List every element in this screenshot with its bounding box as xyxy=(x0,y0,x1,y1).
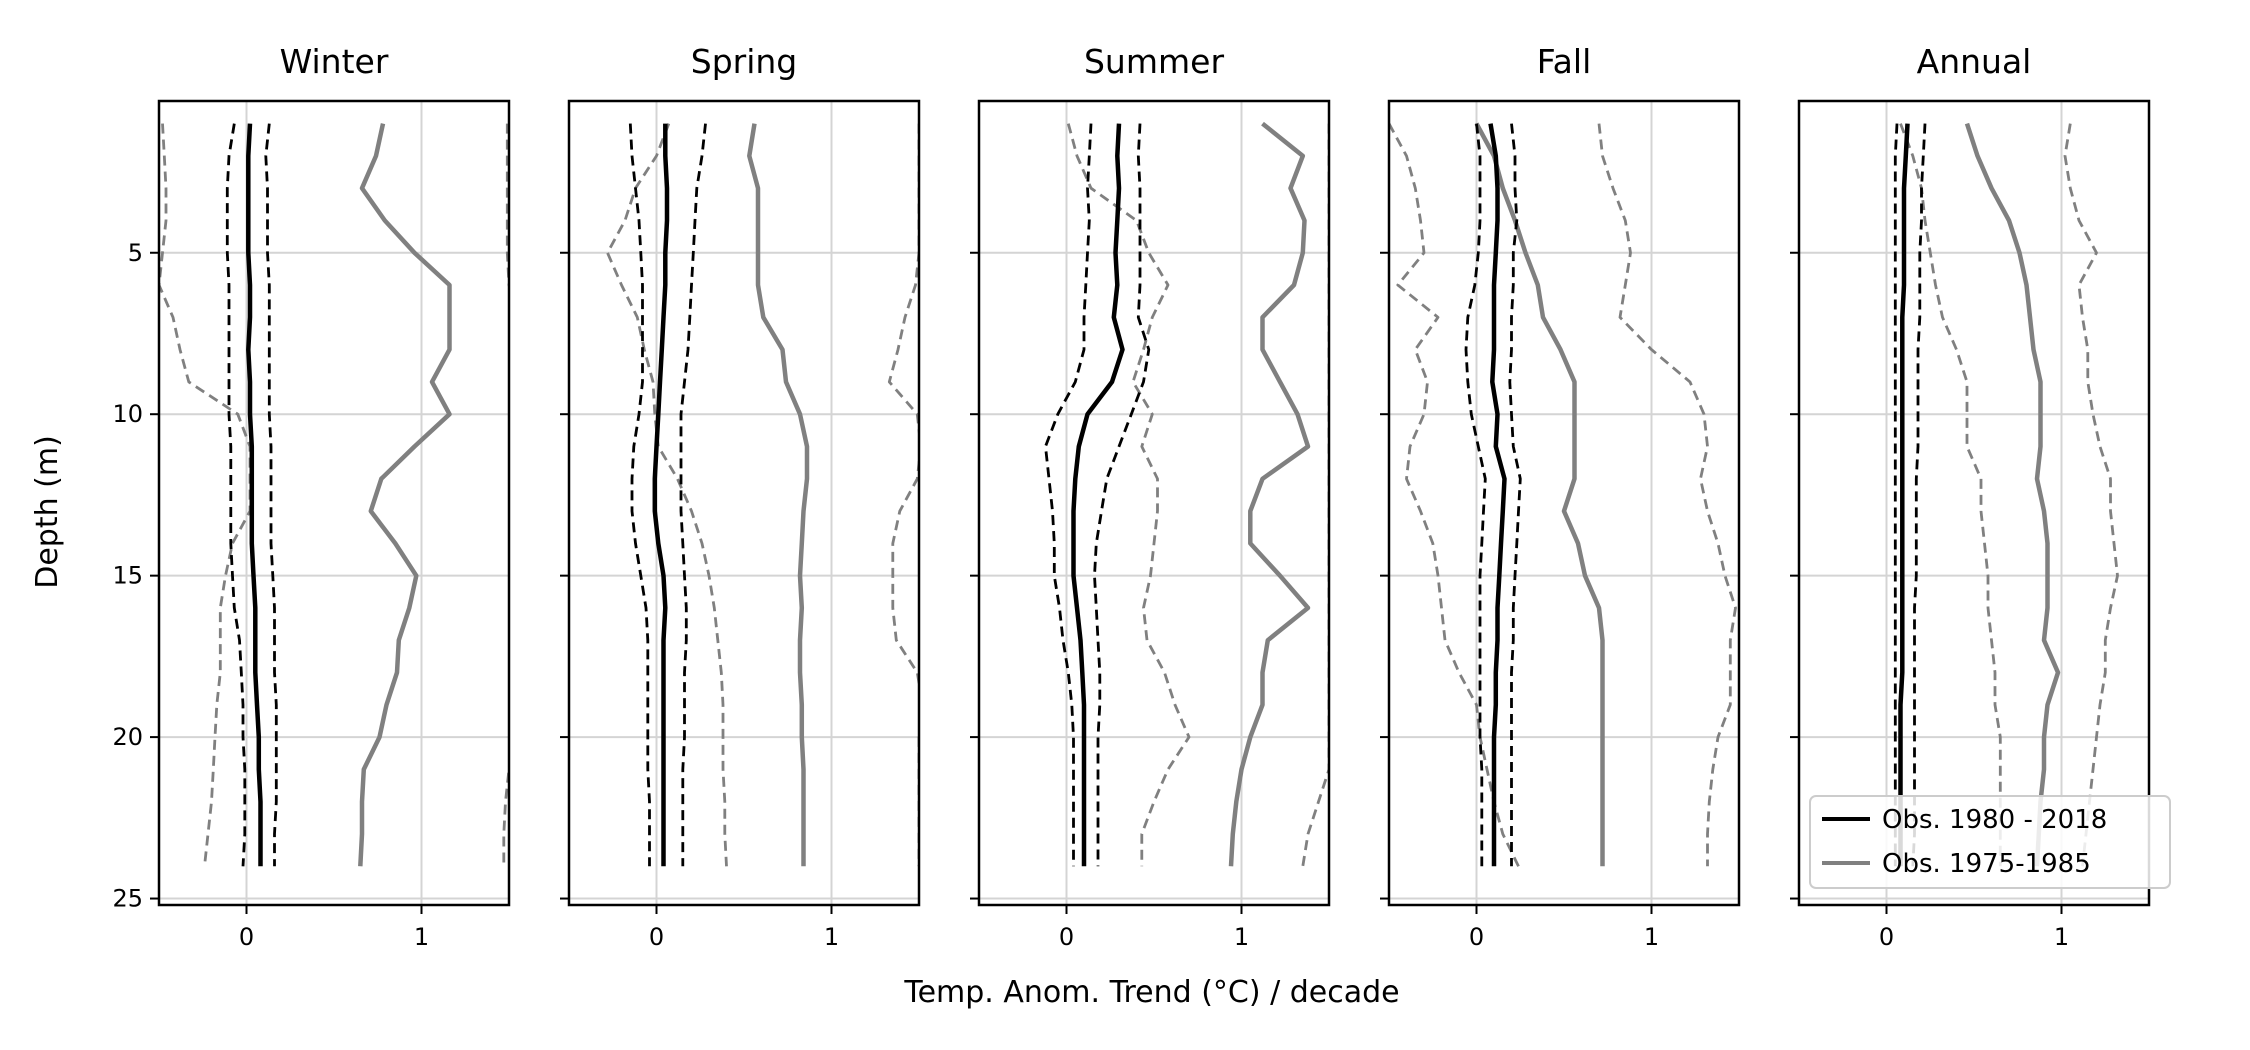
summer-obs-1980-2018-ci-low xyxy=(1044,123,1093,867)
spring-obs-1975-1985-line xyxy=(747,123,810,867)
summer-obs-1980-2018-line xyxy=(1071,123,1125,867)
summer-x-tick-label-0: 0 xyxy=(1059,923,1074,951)
summer-x-tick-label-1: 1 xyxy=(1234,923,1249,951)
fall-panel-title: Fall xyxy=(1537,42,1592,81)
winter-obs-1980-2018-ci-low xyxy=(225,123,247,867)
annual-obs-1980-2018-ci-high xyxy=(1911,123,1927,867)
fall-x-tick-label-1: 1 xyxy=(1644,923,1659,951)
winter-panel-title: Winter xyxy=(280,42,389,81)
fall-obs-1975-1985-ci-high xyxy=(1597,123,1737,867)
summer-axes-frame xyxy=(977,99,1331,907)
annual-obs-1980-2018-line xyxy=(1898,123,1910,867)
spring-panel-title: Spring xyxy=(691,42,798,81)
annual-x-tick-label-1: 1 xyxy=(2054,923,2069,951)
y-tick-label-15: 15 xyxy=(112,562,143,590)
winter-obs-1975-1985-line xyxy=(358,123,452,867)
annual-panel-title: Annual xyxy=(1917,42,2032,81)
legend-label-obs-1975-1985: Obs. 1975-1985 xyxy=(1882,849,2091,879)
panel-spring: Spring 0 1 xyxy=(560,42,921,951)
spring-obs-1980-2018-ci-low xyxy=(628,123,651,867)
winter-obs-1975-1985-ci-high xyxy=(502,123,509,867)
y-axis-label: Depth (m) xyxy=(30,435,65,589)
spring-axes-frame xyxy=(567,99,921,907)
winter-x-tick-label-0: 0 xyxy=(239,923,254,951)
winter-axes-frame xyxy=(157,99,511,907)
winter-obs-1980-2018-ci-high xyxy=(264,123,278,867)
panel-summer: Summer 0 1 xyxy=(970,42,1331,951)
summer-obs-1975-1985-ci-high xyxy=(1301,123,1329,867)
winter-obs-1975-1985-ci-low xyxy=(159,123,252,867)
spring-x-tick-label-0: 0 xyxy=(649,923,664,951)
summer-obs-1980-2018-ci-high xyxy=(1093,123,1151,867)
annual-obs-1975-1985-line xyxy=(1964,122,2061,867)
y-tick-label-5: 5 xyxy=(128,239,143,267)
spring-x-tick-label-1: 1 xyxy=(824,923,839,951)
annual-obs-1980-2018-ci-low xyxy=(1893,123,1899,867)
winter-x-tick-label-1: 1 xyxy=(414,923,429,951)
spring-obs-1975-1985-ci-high xyxy=(887,123,919,867)
fall-axes-frame xyxy=(1387,99,1741,907)
fall-obs-1975-1985-ci-low xyxy=(1389,122,1520,867)
summer-panel-title: Summer xyxy=(1084,42,1224,81)
legend: Obs. 1980 - 2018 Obs. 1975-1985 xyxy=(1809,795,2171,889)
summer-obs-1975-1985-line xyxy=(1228,121,1311,867)
spring-obs-1980-2018-ci-high xyxy=(679,123,707,867)
fall-obs-1975-1985-line xyxy=(1474,122,1605,867)
y-tick-label-25: 25 xyxy=(112,885,143,913)
panel-annual: Annual 0 1 xyxy=(1790,42,2151,951)
fall-obs-1980-2018-ci-low xyxy=(1464,123,1487,867)
winter-obs-1980-2018-line xyxy=(246,123,263,867)
fall-x-tick-label-0: 0 xyxy=(1469,923,1484,951)
annual-x-tick-label-0: 0 xyxy=(1879,923,1894,951)
annual-axes-frame xyxy=(1797,99,2151,907)
legend-label-obs-1980-2018: Obs. 1980 - 2018 xyxy=(1882,805,2107,835)
spring-obs-1975-1985-ci-low xyxy=(606,123,728,867)
annual-obs-1975-1985-ci-high xyxy=(2063,123,2119,867)
fall-obs-1980-2018-line xyxy=(1488,123,1507,867)
annual-obs-1975-1985-ci-low xyxy=(1899,123,2002,867)
spring-obs-1980-2018-line xyxy=(652,123,670,867)
y-tick-label-10: 10 xyxy=(112,400,143,428)
x-axis-label: Temp. Anom. Trend (°C) / decade xyxy=(903,975,1399,1010)
panel-fall: Fall 0 1 xyxy=(1380,42,1741,951)
summer-obs-1975-1985-ci-low xyxy=(1066,123,1191,867)
y-tick-label-20: 20 xyxy=(112,723,143,751)
legend-box xyxy=(1809,795,2171,889)
fall-obs-1980-2018-ci-high xyxy=(1508,123,1522,867)
